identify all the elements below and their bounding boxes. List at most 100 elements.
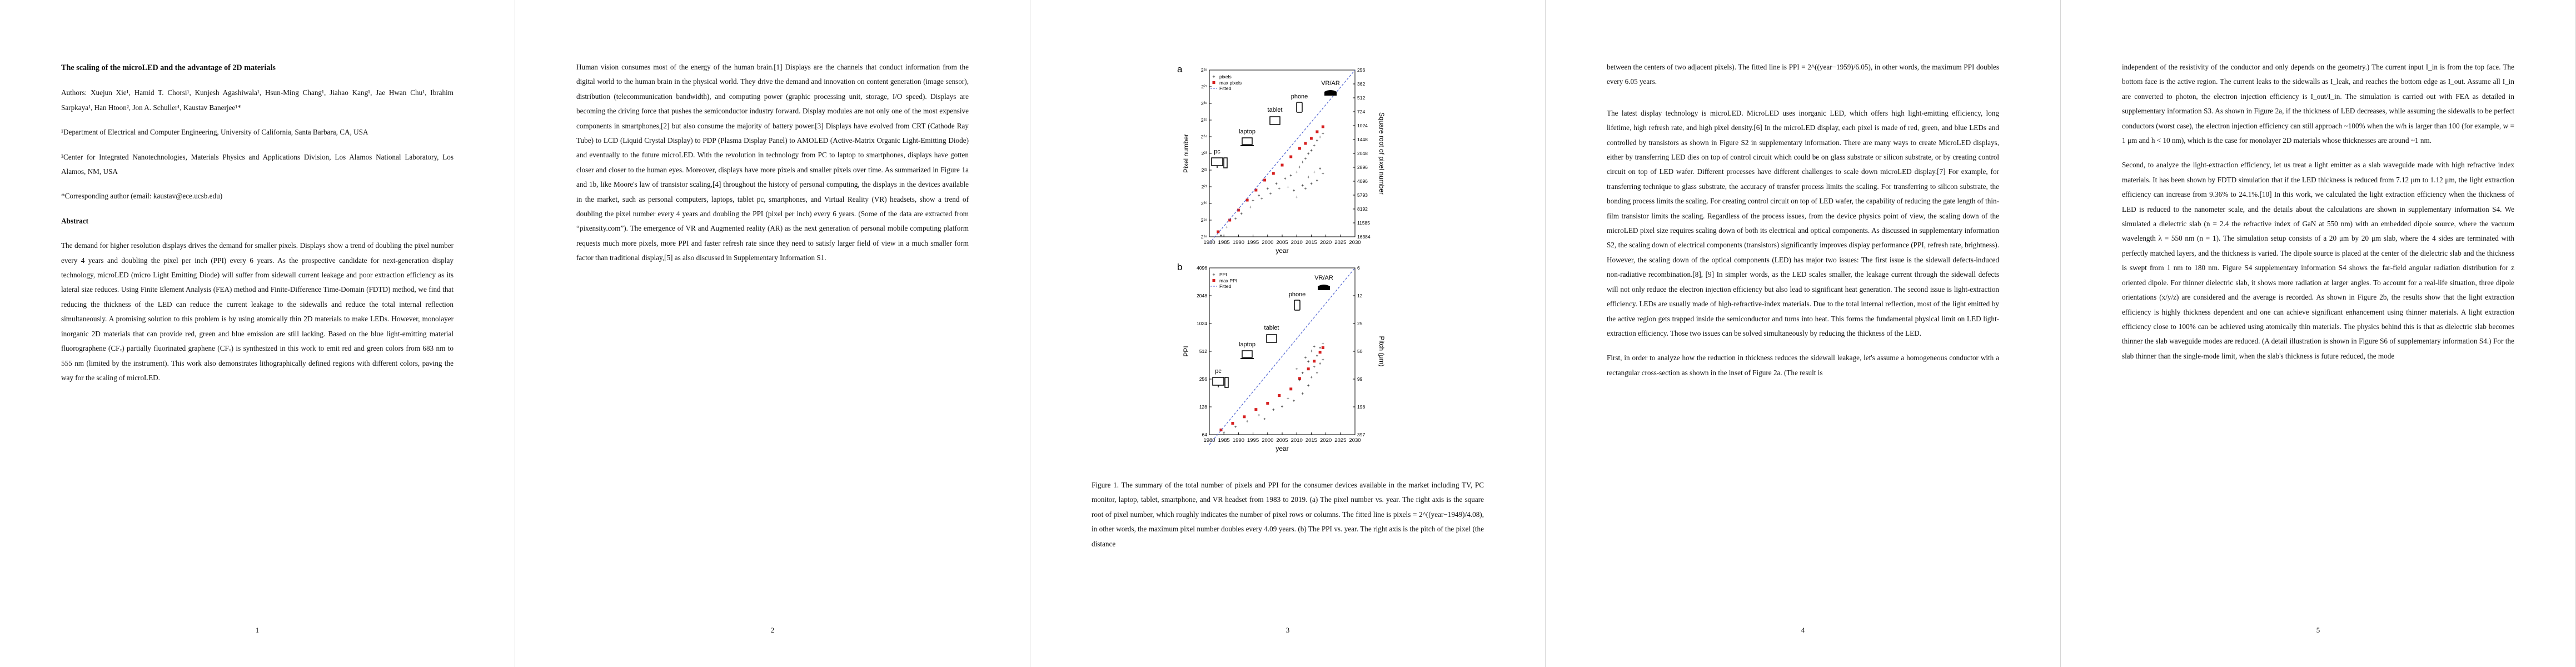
pc-icon — [1224, 377, 1229, 388]
abstract-heading: Abstract — [61, 216, 89, 225]
data-point-plus: + — [1220, 233, 1223, 238]
max-data-point — [1266, 402, 1269, 405]
body-paragraph: Second, to analyze the light-extraction … — [2122, 161, 2514, 360]
y-right-tick-label: 11585 — [1357, 220, 1370, 226]
x-tick-label: 2025 — [1334, 240, 1346, 246]
device-label: laptop — [1239, 128, 1255, 135]
data-point-plus: + — [1301, 391, 1304, 396]
max-data-point — [1263, 178, 1267, 182]
data-point-plus: + — [1260, 196, 1263, 201]
panel-label: b — [1177, 262, 1182, 272]
x-tick-label: 2020 — [1320, 437, 1332, 444]
y-tick-label: 2¹⁹ — [1201, 217, 1208, 223]
max-data-point — [1217, 230, 1220, 233]
data-point-plus: + — [1287, 396, 1289, 401]
max-data-point — [1278, 394, 1281, 397]
data-point-plus: + — [1313, 143, 1316, 148]
x-tick-label: 2000 — [1262, 437, 1273, 444]
max-data-point — [1307, 367, 1310, 371]
legend-marker-plus: + — [1212, 74, 1215, 79]
data-point-plus: + — [1281, 404, 1284, 409]
data-point-plus: + — [1223, 430, 1225, 435]
data-point-plus: + — [1316, 371, 1319, 376]
paper-title: The scaling of the microLED and the adva… — [61, 63, 276, 72]
figure-caption: Figure 1. The summary of the total numbe… — [1092, 481, 1484, 548]
y-right-tick-label: 16384 — [1357, 234, 1371, 240]
x-axis-label: year — [1275, 445, 1288, 452]
x-axis-label: year — [1275, 247, 1288, 255]
legend-label: Fitted — [1219, 283, 1232, 289]
affiliation-1: ¹Department of Electrical and Computer E… — [61, 128, 368, 137]
x-tick-label: 2030 — [1349, 240, 1361, 246]
data-point-plus: + — [1293, 188, 1296, 193]
data-point-plus: + — [1263, 417, 1266, 422]
y-right-tick-label: 8192 — [1357, 206, 1368, 212]
data-point-plus: + — [1313, 170, 1316, 175]
body-paragraph: Human vision consumes most of the energy… — [576, 63, 969, 262]
page-4-column: between the centers of two adjacent pixe… — [1607, 60, 1999, 390]
data-point-plus: + — [1316, 354, 1319, 359]
device-label: VR/AR — [1321, 80, 1340, 87]
device-label: tablet — [1264, 325, 1279, 331]
device-label: pc — [1215, 368, 1222, 375]
y-right-tick-label: 1448 — [1357, 137, 1368, 142]
max-data-point — [1298, 377, 1301, 380]
data-point-plus: + — [1301, 183, 1304, 188]
device-label: tablet — [1268, 107, 1283, 113]
affiliation-2: ²Center for Integrated Nanotechnologies,… — [61, 152, 454, 176]
page-2-column: Human vision consumes most of the energy… — [576, 60, 969, 276]
max-data-point — [1228, 218, 1232, 222]
page-number: 2 — [770, 626, 775, 634]
data-point-plus: + — [1225, 225, 1228, 230]
max-data-point — [1313, 360, 1316, 363]
data-point-plus: + — [1249, 205, 1252, 210]
y-right-axis-label: Pitch (μm) — [1378, 336, 1386, 367]
page-number: 1 — [255, 626, 260, 634]
y-tick-label: 2²⁸ — [1201, 67, 1208, 73]
x-tick-label: 2010 — [1291, 240, 1303, 246]
max-data-point — [1231, 422, 1234, 425]
data-point-plus: + — [1293, 399, 1296, 404]
legend-label: PPI — [1219, 272, 1227, 277]
legend-label: max pixels — [1219, 80, 1242, 86]
pc-icon — [1211, 157, 1223, 166]
data-point-plus: + — [1310, 181, 1313, 186]
data-point-plus: + — [1322, 171, 1324, 176]
page-5-column: independent of the resistivity of the co… — [2122, 60, 2514, 374]
y-tick-label: 128 — [1199, 404, 1207, 410]
data-point-plus: + — [1240, 211, 1243, 216]
y-tick-label: 2²⁵ — [1201, 117, 1207, 123]
y-right-tick-label: 99 — [1357, 376, 1363, 382]
y-tick-label: 1024 — [1197, 321, 1207, 326]
max-data-point — [1219, 429, 1223, 432]
max-data-point — [1309, 137, 1313, 140]
data-point-plus: + — [1269, 191, 1272, 196]
data-point-plus: + — [1307, 383, 1310, 388]
data-point-plus: + — [1319, 166, 1322, 171]
laptop-icon — [1242, 350, 1253, 358]
pc-icon — [1212, 377, 1224, 386]
max-data-point — [1304, 142, 1307, 145]
y-axis-label: Pixel number — [1182, 134, 1190, 173]
x-tick-label: 2010 — [1291, 437, 1303, 444]
tablet-icon — [1266, 334, 1277, 343]
plot-frame — [1209, 267, 1356, 435]
y-right-tick-label: 256 — [1357, 67, 1365, 73]
corresponding-author: *Corresponding author (email: kaustav@ec… — [61, 192, 223, 201]
data-point-plus: + — [1304, 156, 1307, 161]
legend-label: max PPI — [1219, 278, 1237, 283]
data-point-plus: + — [1322, 131, 1324, 136]
author-list: Authors: Xuejun Xie¹, Hamid T. Chorsi¹, … — [61, 88, 454, 112]
data-point-plus: + — [1307, 175, 1310, 180]
y-right-tick-label: 362 — [1357, 81, 1365, 87]
legend-marker-square — [1212, 279, 1215, 282]
max-data-point — [1321, 125, 1324, 128]
y-tick-label: 2²⁶ — [1201, 101, 1207, 106]
data-point-plus: + — [1313, 364, 1316, 369]
max-data-point — [1289, 155, 1293, 158]
page-3: a 1980 1985 1990 1995 2000 2005 2010 2015 2020 202… — [1030, 0, 1546, 667]
data-point-plus: + — [1307, 151, 1310, 156]
data-point-plus: + — [1301, 371, 1304, 376]
page-5: independent of the resistivity of the co… — [2061, 0, 2576, 667]
device-label: laptop — [1239, 341, 1255, 348]
